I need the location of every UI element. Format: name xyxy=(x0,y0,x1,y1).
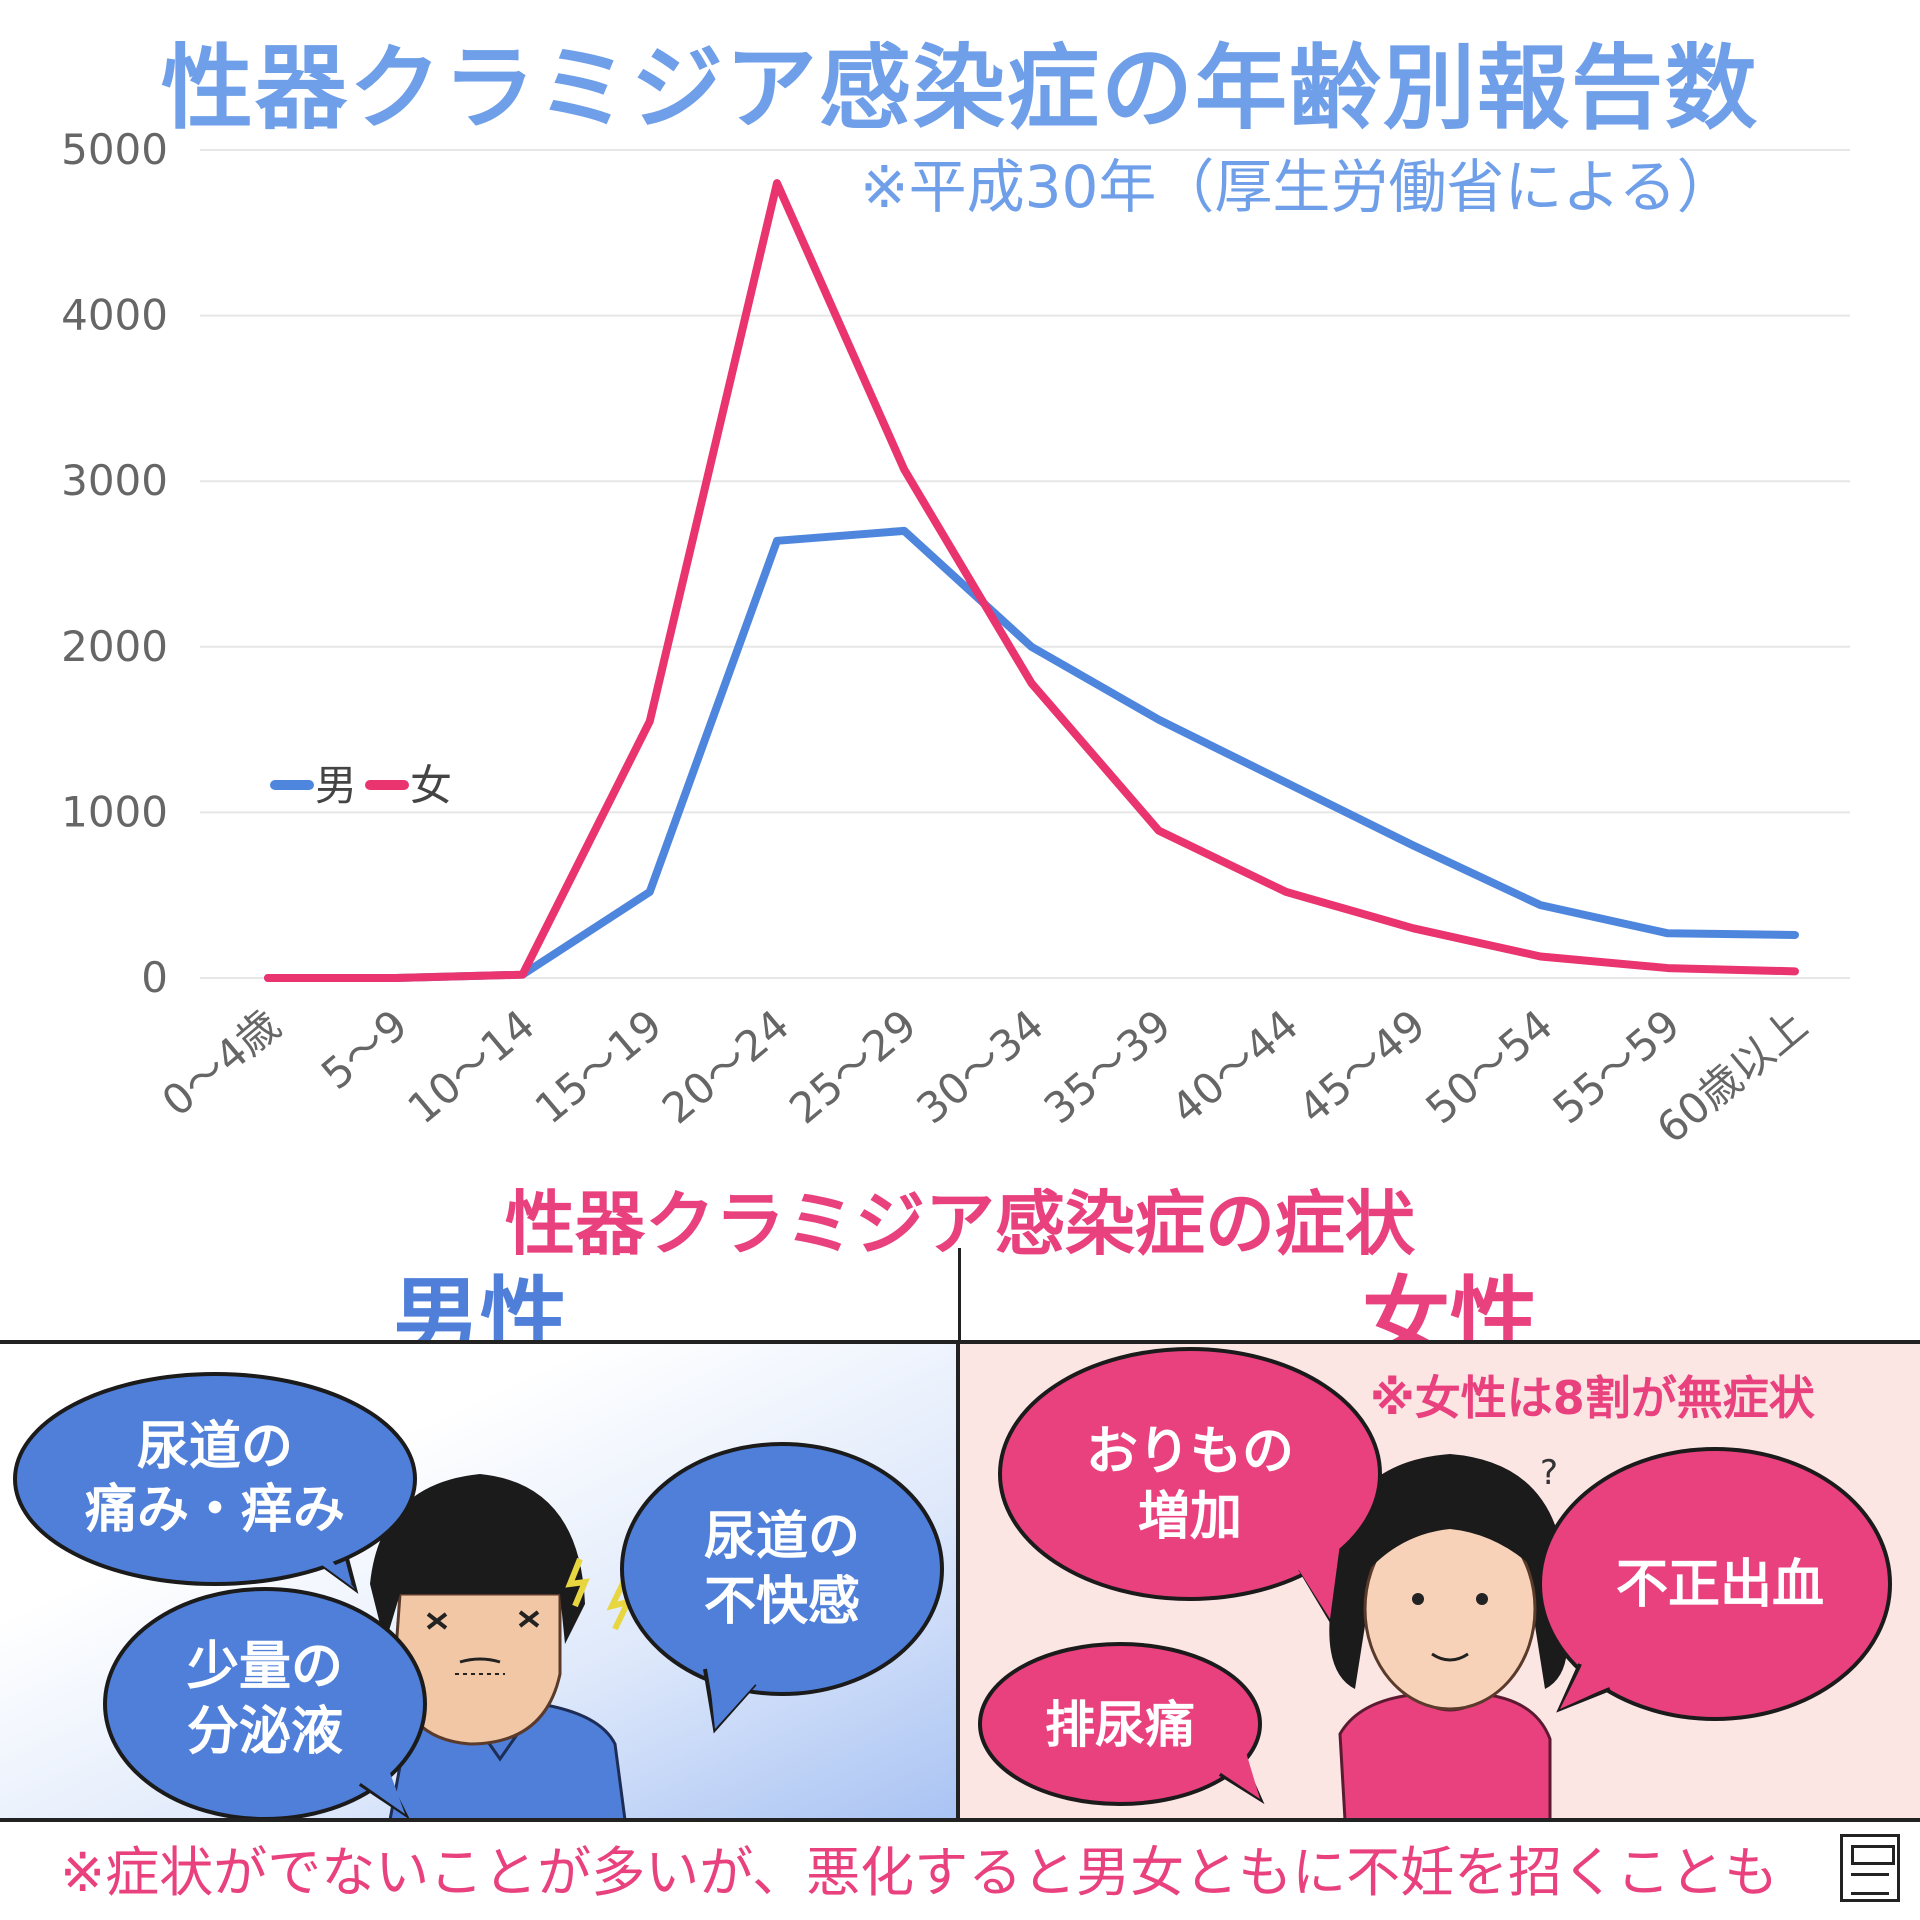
bubble-text: 尿道の xyxy=(704,1507,860,1567)
bubble-text: 不快感 xyxy=(704,1572,860,1632)
x-tick-label: 50～54 xyxy=(1416,1000,1562,1133)
series-lines xyxy=(264,179,1799,982)
female-asymptomatic-note: ※女性は8割が無症状 xyxy=(1370,1371,1815,1425)
woman-figure: ? xyxy=(1329,1453,1568,1820)
x-axis-ticks: 0～4歳 5～910～1415～1920～2425～2930～3435～3940～… xyxy=(153,1000,1817,1153)
female-symptoms-panel: ? おりもの 増加 不正出血 排尿痛 xyxy=(960,1344,1920,1820)
legend-label: 男 xyxy=(315,761,357,810)
female-bubble-discharge-increase: おりもの 増加 xyxy=(998,1347,1382,1626)
panel-border-bottom xyxy=(0,1818,1920,1822)
bubble-text: 痛み・痒み xyxy=(85,1480,345,1540)
man-figure xyxy=(370,1474,634,1820)
male-bubble-discharge: 少量の 分泌液 xyxy=(103,1587,427,1820)
bubble-text: 不正出血 xyxy=(1616,1555,1824,1615)
x-tick-label: 20～24 xyxy=(653,1000,799,1133)
chart-title: 性器クラミジア感染症の年齢別報告数 xyxy=(160,35,1759,142)
legend: 男女 xyxy=(270,761,452,810)
y-tick-label: 2000 xyxy=(61,622,168,671)
panel-divider xyxy=(956,1344,960,1820)
bubble-text: 分泌液 xyxy=(187,1702,343,1762)
footer-note: ※症状がでないことが多いが、悪化すると男女ともに不妊を招くことも xyxy=(60,1841,1779,1904)
y-tick-label: 0 xyxy=(141,953,168,1002)
panel-border-top xyxy=(0,1340,1920,1344)
y-tick-label: 5000 xyxy=(61,125,168,174)
heading-divider xyxy=(958,1248,961,1342)
x-tick-label: 30～34 xyxy=(907,1000,1053,1133)
male-illustration: 尿道の 痛み・痒み 尿道の 不快感 少量の 分泌液 xyxy=(13,1372,944,1820)
y-tick-label: 4000 xyxy=(61,291,168,340)
y-tick-label: 1000 xyxy=(61,787,168,836)
bubble-text: おりもの xyxy=(1086,1422,1294,1482)
x-tick-label: 10～14 xyxy=(398,1000,544,1133)
source-note: ※平成30年（厚生労働省による） xyxy=(860,153,1735,221)
female-bubble-painful-urination: 排尿痛 xyxy=(978,1642,1265,1806)
x-tick-label: 0～4歳 xyxy=(153,1000,290,1126)
y-axis-ticks: 0 1000 2000 3000 4000 5000 xyxy=(61,125,168,1002)
male-bubble-discomfort: 尿道の 不快感 xyxy=(620,1442,944,1734)
female-illustration: ? おりもの 増加 不正出血 排尿痛 xyxy=(978,1347,1892,1820)
question-mark: ? xyxy=(1540,1453,1558,1493)
x-tick-label: 40～44 xyxy=(1162,1000,1308,1133)
male-symptoms-panel: 尿道の 痛み・痒み 尿道の 不快感 少量の 分泌液 xyxy=(0,1344,956,1820)
bubble-text: 排尿痛 xyxy=(1045,1696,1195,1754)
series-line-1 xyxy=(264,179,1799,982)
bubble-text: 増加 xyxy=(1138,1487,1242,1547)
x-tick-label: 25～29 xyxy=(780,1000,926,1133)
legend-label: 女 xyxy=(410,761,452,810)
grid-lines xyxy=(200,149,1850,979)
bubble-text: 少量の xyxy=(187,1637,343,1697)
male-bubble-urethra-pain: 尿道の 痛み・痒み xyxy=(13,1372,417,1594)
x-tick-label: 45～49 xyxy=(1289,1000,1435,1133)
series-line-0 xyxy=(264,526,1799,982)
y-tick-label: 3000 xyxy=(61,456,168,505)
x-tick-label: 15～19 xyxy=(526,1000,672,1133)
publisher-logo xyxy=(1840,1834,1900,1902)
x-tick-label: 35～39 xyxy=(1035,1000,1181,1133)
x-tick-label: 5～9 xyxy=(312,1000,417,1099)
bubble-text: 尿道の xyxy=(137,1417,293,1477)
female-bubble-bleeding: 不正出血 xyxy=(1538,1447,1892,1721)
